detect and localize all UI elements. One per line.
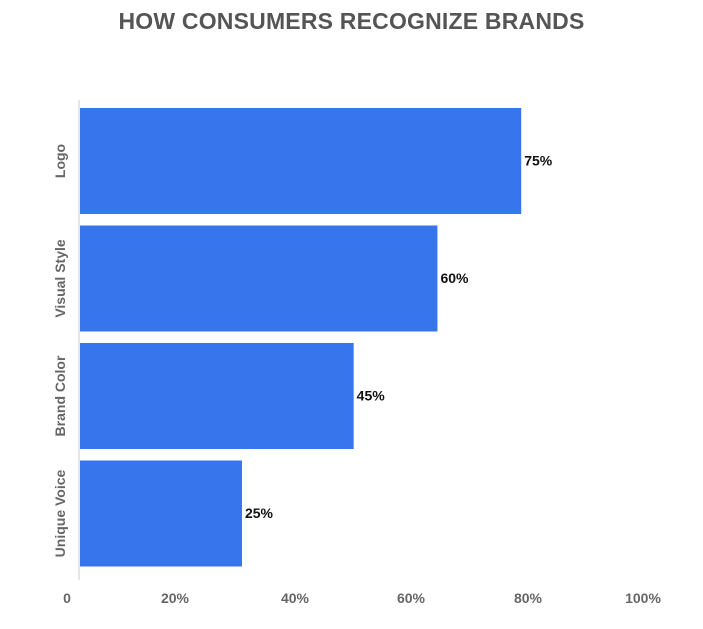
- x-tick-label-60: 60%: [397, 590, 426, 606]
- x-tick-label-100: 100%: [625, 590, 661, 606]
- bar-visual-style: [80, 225, 438, 332]
- data-labels-layer: 75% 60% 45% 25%: [245, 153, 553, 522]
- bars-layer: [80, 108, 522, 567]
- x-tick-labels-layer: 0 20% 40% 60% 80% 100%: [63, 590, 661, 606]
- x-tick-label-20: 20%: [161, 590, 190, 606]
- category-label-brand-color: Brand Color: [52, 355, 68, 436]
- category-labels-layer: Logo Visual Style Brand Color Unique Voice: [52, 144, 68, 557]
- chart-title: HOW CONSUMERS RECOGNIZE BRANDS: [118, 8, 585, 34]
- bar-unique-voice: [80, 460, 242, 567]
- data-label-logo: 75%: [524, 153, 553, 169]
- data-label-unique-voice: 25%: [245, 505, 274, 521]
- data-label-visual-style: 60%: [440, 270, 469, 286]
- category-label-visual-style: Visual Style: [52, 239, 68, 318]
- category-label-logo: Logo: [52, 144, 68, 178]
- x-tick-label-0: 0: [63, 590, 71, 606]
- data-label-brand-color: 45%: [357, 388, 386, 404]
- bar-brand-color: [80, 343, 354, 449]
- bar-logo: [80, 108, 522, 214]
- x-tick-label-80: 80%: [514, 590, 543, 606]
- x-tick-label-40: 40%: [281, 590, 310, 606]
- category-label-unique-voice: Unique Voice: [52, 469, 68, 557]
